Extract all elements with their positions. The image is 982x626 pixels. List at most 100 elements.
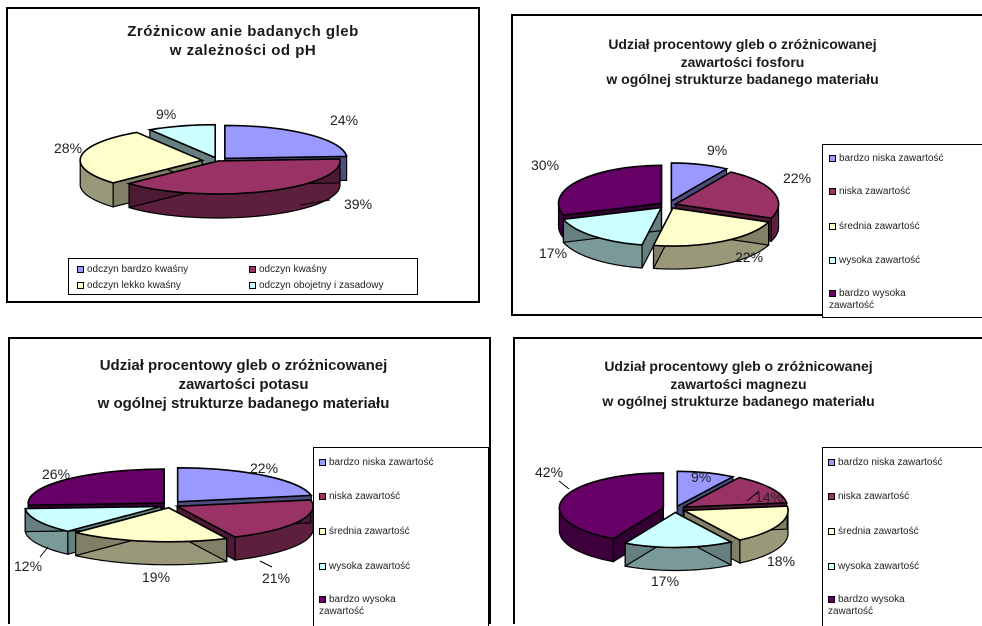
chart-phosphorus-legend-label-3: średnia zawartość [839, 221, 920, 232]
chart-ph-legend-item-1: odczyn bardzo kwaśny [77, 264, 188, 276]
chart-ph-legend-item-4: odczyn obojetny i zasadowy [249, 280, 384, 292]
pie-value-label-5: 26% [42, 466, 70, 482]
chart-phosphorus-panel: Udział procentowy gleb o zróżnicowanej z… [511, 14, 982, 318]
chart-potassium-legend-label-2: niska zawartość [329, 491, 401, 502]
pie-value-label-1: 24% [330, 112, 358, 128]
chart-ph-legend-label-4: odczyn obojetny i zasadowy [259, 280, 384, 291]
chart-magnesium-title-line-3: w ogólnej strukturze badanego materiału [602, 393, 875, 409]
chart-phosphorus-pie: 9% 22% 22% 17% 30% [531, 142, 811, 270]
chart-phosphorus-legend-item-2: niska zawartość [829, 186, 910, 198]
chart-magnesium-legend-item-4: wysoka zawartość [828, 561, 919, 573]
pie-value-label-1: 22% [250, 460, 278, 476]
pie-value-label-5: 30% [531, 157, 559, 173]
chart-magnesium-title-line-1: Udział procentowy gleb o zróżnicowanej [604, 358, 873, 374]
pie-slice-1 [670, 162, 729, 203]
chart-phosphorus-legend: bardzo niska zawartość niska zawartość ś… [822, 144, 982, 318]
pie-slice-4 [147, 123, 217, 159]
chart-phosphorus-legend-item-3: średnia zawartość [829, 221, 920, 233]
chart-phosphorus-legend-swatch-1 [829, 154, 836, 162]
chart-ph-legend-swatch-1 [77, 265, 84, 273]
chart-potassium-legend-swatch-2 [319, 492, 326, 500]
chart-potassium-pie: 22% 21% 19% 12% 26% [14, 460, 314, 586]
chart-potassium-legend-swatch-4 [319, 562, 326, 570]
chart-magnesium-legend-swatch-1 [828, 458, 835, 466]
pie-slice-4 [623, 511, 734, 549]
chart-magnesium-legend-label-3: średnia zawartość [838, 526, 919, 537]
chart-ph-legend-swatch-4 [249, 281, 256, 289]
chart-phosphorus-legend-label-2: niska zawartość [839, 186, 911, 197]
pie-value-label-4: 12% [14, 558, 42, 574]
chart-magnesium-legend-label-4: wysoka zawartość [838, 561, 920, 572]
pie-slice-3 [75, 506, 230, 543]
chart-potassium-title-line-2: zawartości potasu [178, 375, 309, 393]
chart-potassium-legend: bardzo niska zawartość niska zawartość ś… [313, 447, 489, 626]
chart-ph-title: Zróżnicow anie badanych gleb w zależnośc… [8, 23, 478, 61]
chart-magnesium-legend-swatch-4 [828, 562, 835, 570]
chart-potassium-title-line-1: Udział procentowy gleb o zróżnicowanej [99, 357, 388, 374]
pie-value-label-5: 42% [535, 464, 563, 480]
chart-phosphorus-legend-swatch-3 [829, 222, 836, 230]
pie-value-label-2: 22% [783, 170, 811, 186]
pie-slice-1 [224, 124, 348, 160]
chart-potassium-legend-label-4: wysoka zawartość [329, 561, 411, 572]
chart-ph-legend-item-2: odczyn kwaśny [249, 264, 327, 276]
chart-phosphorus-title-line-1: Udział procentowy gleb o zróżnicowanej [608, 36, 877, 52]
chart-potassium-legend-swatch-3 [319, 527, 326, 535]
pie-slice-4 [561, 206, 663, 246]
chart-phosphorus-legend-swatch-5 [829, 289, 836, 297]
chart-magnesium-pie: 9% 14% 18% 17% 42% [535, 464, 795, 589]
pie-slice-4 [24, 505, 162, 533]
pie-value-label-4: 17% [651, 573, 679, 589]
chart-magnesium-legend-item-2: niska zawartość [828, 491, 909, 503]
pie-slice-5 [557, 164, 663, 216]
chart-phosphorus-legend-item-1: bardzo niska zawartość [829, 153, 944, 165]
pie-slice-3 [79, 131, 205, 184]
chart-ph-legend-swatch-2 [249, 265, 256, 273]
chart-potassium-legend-item-4: wysoka zawartość [319, 561, 410, 573]
chart-ph-panel: Zróżnicow anie badanych gleb w zależnośc… [6, 7, 480, 303]
chart-potassium-legend-label-5: bardzo wysoka zawartość [319, 594, 396, 617]
pie-slice-2 [683, 476, 788, 508]
pie-value-label-3: 19% [142, 569, 170, 585]
pie-value-label-4: 9% [156, 106, 176, 122]
pie-leader-line-4 [39, 546, 49, 558]
chart-ph-title-line-1: Zróżnicow anie badanych gleb [127, 23, 359, 40]
chart-ph-legend-label-3: odczyn lekko kwaśny [87, 280, 181, 291]
chart-potassium-legend-label-3: średnia zawartość [329, 526, 410, 537]
chart-ph-legend: odczyn bardzo kwaśny odczyn kwaśny odczy… [68, 258, 418, 295]
chart-phosphorus-legend-label-5: bardzo wysoka zawartość [829, 288, 906, 311]
chart-potassium-legend-swatch-1 [319, 458, 326, 466]
pie-leader-line-2 [299, 199, 331, 206]
chart-ph-legend-item-3: odczyn lekko kwaśny [77, 280, 181, 292]
pie-value-label-2: 39% [344, 196, 372, 212]
pie-value-label-1: 9% [707, 142, 727, 158]
pie-leader-line-2 [259, 560, 273, 568]
chart-magnesium-legend-swatch-2 [828, 492, 835, 500]
pie-slice-5 [558, 472, 665, 540]
pie-slice-2 [126, 158, 341, 195]
chart-phosphorus-legend-item-4: wysoka zawartość [829, 255, 920, 267]
chart-magnesium-legend: bardzo niska zawartość niska zawartość ś… [822, 447, 982, 626]
chart-magnesium-legend-item-5: bardzo wysoka zawartość [828, 594, 928, 618]
chart-ph-title-line-2: w zależności od pH [169, 41, 317, 59]
chart-magnesium-legend-label-5: bardzo wysoka zawartość [828, 594, 905, 617]
pie-slice-3 [681, 505, 789, 541]
pie-leader-line-2 [746, 490, 760, 502]
chart-ph-pie: 24% 39% 28% 9% [54, 106, 372, 219]
chart-potassium-legend-label-1: bardzo niska zawartość [329, 457, 434, 468]
chart-potassium-panel: Udział procentowy gleb o zróżnicowanej z… [8, 337, 491, 626]
chart-potassium-title: Udział procentowy gleb o zróżnicowanej z… [10, 357, 489, 413]
pie-slice-1 [676, 470, 736, 508]
pie-value-label-2: 21% [262, 570, 290, 586]
chart-ph-legend-label-2: odczyn kwaśny [259, 264, 327, 275]
chart-phosphorus-legend-item-5: bardzo wysoka zawartość [829, 288, 929, 312]
chart-phosphorus-legend-swatch-4 [829, 256, 836, 264]
chart-potassium-legend-item-3: średnia zawartość [319, 526, 410, 538]
chart-magnesium-legend-swatch-3 [828, 527, 835, 535]
pie-leader-line-5 [558, 480, 570, 490]
chart-magnesium-legend-item-1: bardzo niska zawartość [828, 457, 943, 469]
pie-slice-5 [27, 468, 165, 507]
chart-phosphorus-title-line-3: w ogólnej strukturze badanego materiału [606, 71, 879, 87]
chart-potassium-legend-swatch-5 [319, 595, 326, 603]
chart-magnesium-legend-label-2: niska zawartość [838, 491, 910, 502]
